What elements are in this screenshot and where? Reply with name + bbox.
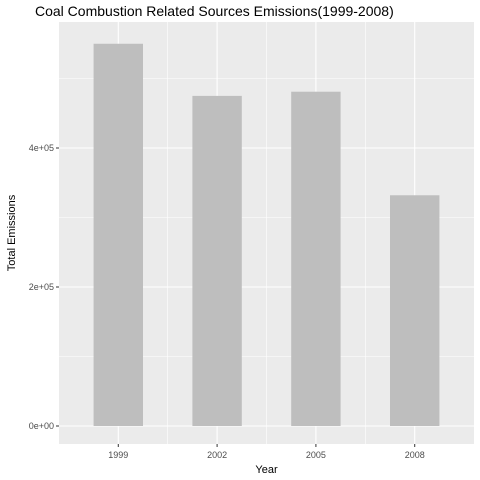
bar-2002 (192, 95, 242, 426)
y-tick-label: 0e+00 (29, 421, 54, 431)
y-tick-label: 2e+05 (29, 282, 54, 292)
y-axis-title: Total Emissions (6, 194, 18, 271)
chart-title: Coal Combustion Related Sources Emission… (35, 3, 394, 19)
x-tick-label: 2002 (207, 450, 227, 460)
y-tick-label: 4e+05 (29, 143, 54, 153)
x-axis-ticks: 1999 2002 2005 2008 (108, 444, 425, 460)
x-tick-label: 2005 (306, 450, 326, 460)
bars (93, 43, 440, 426)
bar-2005 (291, 91, 341, 426)
y-axis-ticks: 0e+00 2e+05 4e+05 (29, 143, 59, 431)
bar-2008 (390, 195, 440, 426)
x-tick-label: 2008 (405, 450, 425, 460)
x-tick-label: 1999 (108, 450, 128, 460)
bar-1999 (93, 43, 143, 426)
x-axis-title: Year (255, 464, 278, 476)
